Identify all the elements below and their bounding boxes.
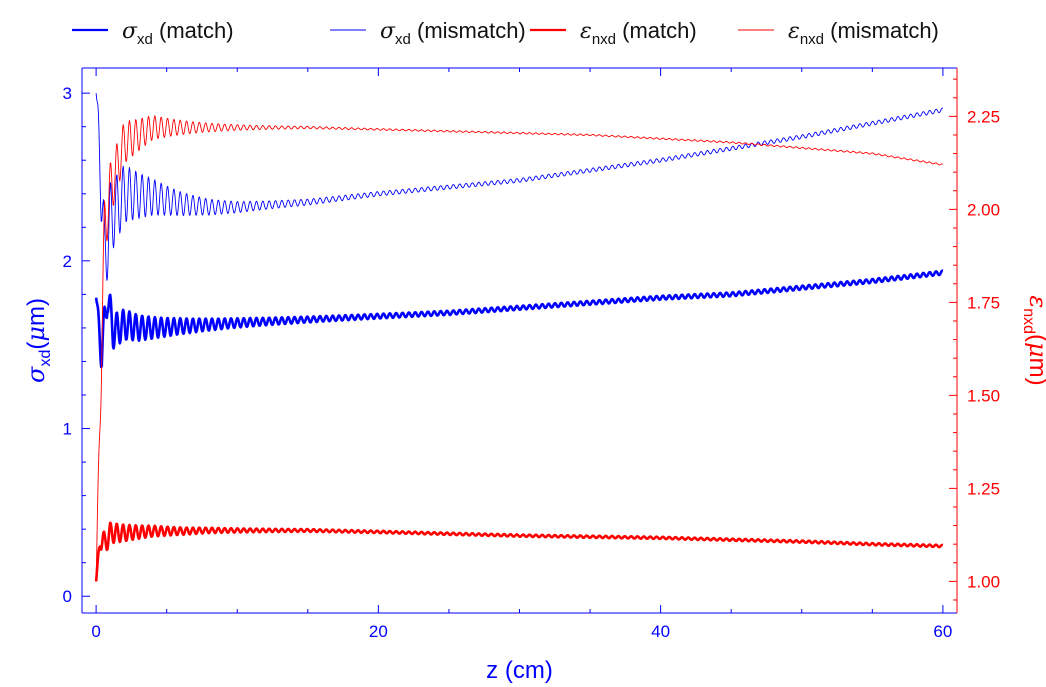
- legend-item-1: σxd (mismatch): [330, 18, 526, 48]
- y-right-tick-label: 2.00: [967, 200, 1000, 219]
- x-axis-title: z (cm): [486, 657, 553, 684]
- series-line-3: [95, 115, 944, 582]
- axis-symbol: σ: [22, 366, 50, 383]
- legend-label: εnxd (match): [580, 18, 697, 48]
- y-left-tick-label: 3: [63, 84, 72, 103]
- axis-unit-suffix: m): [1024, 358, 1046, 386]
- legend-symbol: ε: [580, 19, 592, 44]
- legend-item-2: εnxd (match): [530, 18, 697, 48]
- x-tick-label: 60: [933, 622, 952, 641]
- x-tick-label: 0: [91, 622, 100, 641]
- series-line-0: [94, 269, 944, 369]
- legend-subscript: xd: [395, 31, 411, 48]
- y-right-tick-label: 1.75: [967, 293, 1000, 312]
- legend-label: εnxd (mismatch): [788, 18, 939, 48]
- y-left-tick-label: 1: [63, 420, 72, 439]
- axis-unit-suffix: m): [23, 298, 50, 326]
- x-tick-label: 40: [651, 622, 670, 641]
- y-right-tick-label: 1.00: [967, 572, 1000, 591]
- legend-label: σxd (match): [122, 18, 234, 48]
- legend-suffix: (match): [153, 18, 234, 43]
- legend-suffix: (mismatch): [824, 18, 939, 43]
- legend-subscript: nxd: [592, 31, 616, 48]
- legend-label: σxd (mismatch): [380, 18, 526, 48]
- y-right-tick-label: 1.50: [967, 386, 1000, 405]
- series-layer: [94, 93, 944, 582]
- x-tick-label: 20: [369, 622, 388, 641]
- legend-suffix: (mismatch): [411, 18, 526, 43]
- axis-subscript: nxd: [1020, 308, 1037, 334]
- y-right-title: εnxd(μm): [1020, 295, 1046, 385]
- legend-item-3: εnxd (mismatch): [738, 18, 939, 48]
- series-line-2: [94, 521, 944, 582]
- axis-unit-symbol: μ: [1024, 342, 1046, 358]
- y-left-tick-label: 0: [63, 587, 72, 606]
- axis-ticks: [82, 68, 957, 613]
- axis-unit: (: [1024, 334, 1046, 342]
- axis-symbol: ε: [1024, 295, 1046, 308]
- y-right-tick-label: 2.25: [967, 107, 1000, 126]
- series-line-1: [95, 93, 944, 281]
- legend-suffix: (match): [616, 18, 697, 43]
- axis-unit: (: [23, 342, 50, 350]
- legend-item-0: σxd (match): [72, 18, 234, 48]
- y-right-tick-label: 1.25: [967, 479, 1000, 498]
- legend-subscript: nxd: [800, 31, 824, 48]
- legend-symbol: σ: [122, 19, 138, 44]
- legend: σxd (match) σxd (mismatch) εnxd (match) εnx…: [72, 18, 939, 48]
- legend-symbol: ε: [788, 19, 800, 44]
- axis-subscript: xd: [37, 350, 54, 367]
- legend-symbol: σ: [380, 19, 396, 44]
- legend-subscript: xd: [137, 31, 153, 48]
- y-left-title: σxd(μm): [22, 298, 54, 383]
- axis-titles: z (cm)σxd(μm)εnxd(μm): [22, 295, 1046, 684]
- y-left-tick-label: 2: [63, 252, 72, 271]
- axis-unit-symbol: μ: [22, 326, 50, 342]
- tick-labels: 0 20 40 60 0 1 2 3 1.00 1.25 1.50 1.75 2.00 2.25: [63, 84, 1001, 641]
